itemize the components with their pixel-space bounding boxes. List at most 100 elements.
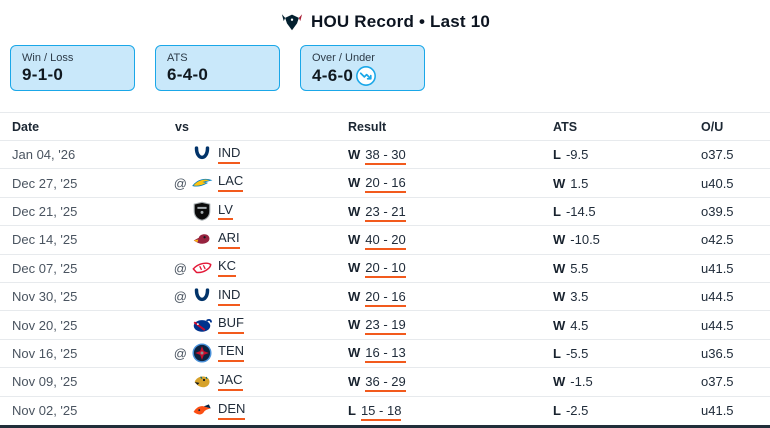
opponent-team-link[interactable]: KC — [218, 258, 237, 278]
result-win-loss: W — [348, 231, 361, 247]
table-row: Nov 09, '25 JAC W 36 - 29 W -1.5 o37.5 — [0, 368, 770, 397]
column-header-ou: O/U — [701, 119, 724, 134]
away-at-symbol: @ — [173, 175, 187, 191]
over-under-value: o42.5 — [701, 232, 734, 248]
opponent-cell: IND — [155, 144, 340, 166]
opponent-cell: DEN — [155, 400, 340, 422]
game-score-link[interactable]: 40 - 20 — [365, 231, 406, 250]
over-under-value: u44.5 — [701, 289, 734, 305]
ats-cell: W 5.5 — [545, 261, 695, 276]
game-score-link[interactable]: 23 - 19 — [365, 317, 406, 336]
trend-down-button[interactable] — [355, 65, 377, 87]
column-header-vs: vs — [175, 119, 189, 134]
opponent-team-link[interactable]: TEN — [218, 344, 244, 363]
opponent-team-link[interactable]: ARI — [218, 230, 240, 249]
texans-team-logo-icon — [280, 11, 304, 33]
table-row: Nov 30, '25 @ IND W 20 - 16 W 3.5 u44.5 — [0, 283, 770, 312]
column-header-date: Date — [12, 119, 40, 134]
game-date: Nov 02, '25 — [12, 403, 78, 419]
result-cell: W 38 - 30 — [340, 146, 545, 165]
over-under-value: o37.5 — [701, 147, 734, 163]
stat-label: ATS — [167, 52, 188, 64]
game-score-link[interactable]: 23 - 21 — [365, 203, 406, 222]
game-date: Nov 30, '25 — [12, 289, 78, 305]
game-score-link[interactable]: 38 - 30 — [365, 146, 406, 165]
away-at-symbol: @ — [173, 289, 187, 305]
opponent-team-link[interactable]: BUF — [218, 315, 244, 334]
game-date: Nov 20, '25 — [12, 317, 78, 333]
result-win-loss: W — [348, 288, 361, 304]
opponent-team-link[interactable]: DEN — [218, 401, 246, 420]
opponent-team-logo-icon — [191, 371, 213, 393]
result-cell: W 16 - 13 — [340, 345, 545, 364]
ats-spread-value: -14.5 — [565, 203, 596, 219]
ats-cell: W 1.5 — [545, 176, 695, 191]
away-at-symbol: @ — [173, 345, 187, 361]
ats-win-loss: L — [553, 403, 561, 419]
stat-label: Win / Loss — [22, 52, 74, 64]
table-row: Nov 16, '25 @ TEN W 16 - 13 L -5.5 u36.5 — [0, 340, 770, 369]
opponent-team-link[interactable]: LAC — [218, 173, 244, 193]
table-body: Jan 04, '26 IND W 38 - 30 L -9.5 o37.5 Dec… — [0, 141, 770, 425]
game-date: Jan 04, '26 — [12, 147, 76, 163]
ats-spread-value: 4.5 — [570, 317, 589, 333]
game-date: Dec 27, '25 — [12, 175, 78, 191]
game-score-link[interactable]: 20 - 16 — [365, 175, 406, 194]
column-header-ats: ATS — [553, 119, 578, 134]
over-under-value: u41.5 — [701, 403, 734, 419]
over-under-value: u41.5 — [701, 260, 734, 276]
ats-cell: L -9.5 — [545, 147, 695, 162]
opponent-team-link[interactable]: JAC — [218, 372, 243, 391]
game-date: Nov 16, '25 — [12, 345, 78, 361]
away-at-symbol: @ — [173, 260, 187, 276]
opponent-team-logo-icon — [191, 200, 213, 222]
opponent-cell: @ IND — [155, 286, 340, 308]
ats-cell: W -10.5 — [545, 232, 695, 247]
opponent-team-link[interactable]: IND — [218, 145, 241, 164]
table-row: Dec 14, '25 ARI W 40 - 20 W -10.5 o42.5 — [0, 226, 770, 255]
table-row: Jan 04, '26 IND W 38 - 30 L -9.5 o37.5 — [0, 141, 770, 170]
result-win-loss: W — [348, 260, 361, 276]
game-score-link[interactable]: 15 - 18 — [360, 402, 402, 421]
stat-box-over-under: Over / Under 4-6-0 — [300, 45, 425, 91]
game-score-link[interactable]: 20 - 10 — [365, 260, 406, 279]
opponent-team-link[interactable]: LV — [218, 202, 233, 221]
stat-value: 4-6-0 — [312, 66, 354, 85]
opponent-team-logo-icon — [191, 172, 213, 194]
result-cell: W 20 - 16 — [340, 175, 545, 194]
result-cell: W 23 - 21 — [340, 203, 545, 222]
over-under-value: u40.5 — [701, 175, 734, 191]
result-win-loss: W — [348, 175, 361, 191]
ats-spread-value: -5.5 — [565, 345, 589, 361]
opponent-team-logo-icon — [191, 257, 213, 279]
table-row: Dec 27, '25 @ LAC W 20 - 16 W 1.5 u40.5 — [0, 169, 770, 198]
result-win-loss: W — [348, 373, 361, 389]
result-cell: W 20 - 10 — [340, 260, 545, 279]
opponent-team-logo-icon — [191, 144, 213, 166]
ats-cell: W -1.5 — [545, 374, 695, 389]
result-cell: W 40 - 20 — [340, 231, 545, 250]
table-row: Dec 07, '25 @ KC W 20 - 10 W 5.5 u41.5 — [0, 255, 770, 283]
result-win-loss: W — [348, 146, 361, 162]
stat-box-win-loss: Win / Loss 9-1-0 — [10, 45, 135, 91]
game-score-link[interactable]: 36 - 29 — [365, 373, 406, 392]
ats-cell: L -5.5 — [545, 346, 695, 361]
table-row: Nov 20, '25 BUF W 23 - 19 W 4.5 u44.5 — [0, 311, 770, 340]
game-date: Dec 14, '25 — [12, 232, 78, 248]
page-header: HOU Record • Last 10 — [0, 0, 770, 40]
opponent-cell: JAC — [155, 371, 340, 393]
game-date: Nov 09, '25 — [12, 374, 78, 390]
result-win-loss: W — [348, 203, 361, 219]
opponent-team-logo-icon — [191, 342, 213, 364]
game-score-link[interactable]: 20 - 16 — [365, 288, 406, 307]
game-score-link[interactable]: 16 - 13 — [365, 345, 406, 364]
opponent-cell: @ KC — [155, 257, 340, 279]
result-cell: W 20 - 16 — [340, 288, 545, 307]
result-win-loss: W — [348, 345, 361, 361]
ats-spread-value: -10.5 — [570, 232, 600, 248]
ats-spread-value: -9.5 — [565, 147, 589, 163]
ats-spread-value: -2.5 — [565, 403, 589, 419]
opponent-cell: BUF — [155, 314, 340, 336]
summary-stats: Win / Loss 9-1-0 ATS 6-4-0 Over / Under … — [10, 45, 770, 91]
opponent-team-link[interactable]: IND — [218, 287, 241, 306]
